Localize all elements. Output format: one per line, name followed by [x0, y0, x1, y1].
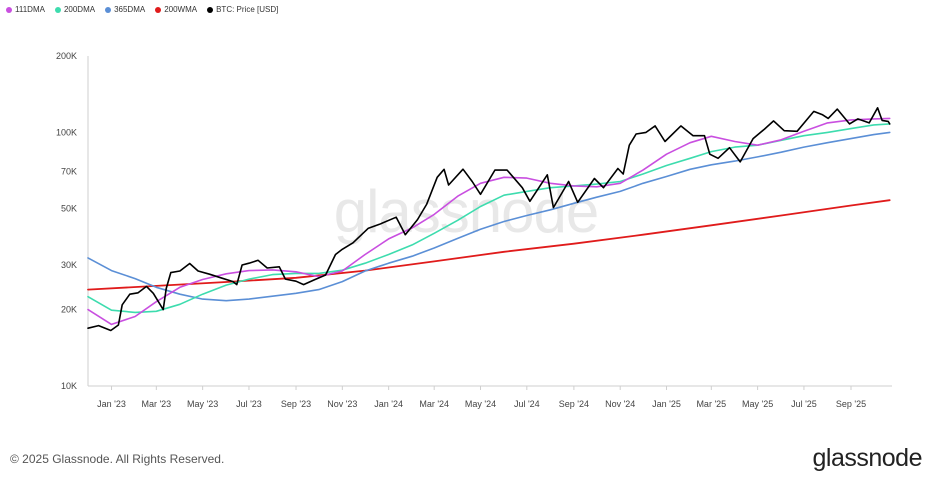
x-tick-label: Jan '25: [652, 399, 681, 409]
y-tick-label: 10K: [61, 381, 77, 391]
legend-label-365dma: 365DMA: [114, 5, 146, 14]
legend-dot-200wma: [155, 6, 162, 13]
x-tick-label: May '23: [187, 399, 218, 409]
x-tick-label: Sep '25: [836, 399, 866, 409]
y-tick-label: 30K: [61, 260, 77, 270]
x-tick-label: Nov '24: [605, 399, 635, 409]
x-tick-label: Jul '23: [236, 399, 262, 409]
x-tick-label: Jul '24: [514, 399, 540, 409]
y-axis-ticks: 200K 100K 70K 50K 30K 20K 10K: [56, 51, 77, 391]
legend-item-200wma[interactable]: 200WMA: [155, 5, 197, 14]
y-tick-label: 20K: [61, 305, 77, 315]
legend-label-btc-price: BTC: Price [USD]: [216, 5, 279, 14]
x-axis-ticks: Jan '23 Mar '23 May '23 Jul '23 Sep '23 Nov '…: [97, 386, 866, 409]
x-tick-label: Nov '23: [327, 399, 357, 409]
series-line-111dma[interactable]: [87, 117, 891, 326]
series-group: [87, 107, 891, 332]
legend-item-btc-price[interactable]: BTC: Price [USD]: [207, 5, 278, 14]
price-chart[interactable]: glassnode 200K 100K 70K 50K 30K 20K 10K Jan '2…: [0, 0, 936, 440]
legend-item-200dma[interactable]: 200DMA: [54, 5, 96, 14]
x-tick-label: May '24: [465, 399, 496, 409]
y-tick-label: 70K: [61, 167, 77, 177]
x-tick-label: Jan '24: [374, 399, 403, 409]
legend-label-111dma: 111DMA: [15, 5, 45, 14]
legend-item-365dma[interactable]: 365DMA: [105, 5, 145, 14]
x-tick-label: Mar '25: [696, 399, 726, 409]
y-tick-label: 100K: [56, 127, 77, 137]
y-tick-label: 50K: [61, 204, 77, 214]
x-tick-label: Sep '23: [281, 399, 311, 409]
x-tick-label: Mar '24: [419, 399, 449, 409]
legend-dot-btc-price: [207, 6, 214, 13]
glassnode-logo: glassnode: [812, 444, 923, 472]
x-tick-label: Mar '23: [141, 399, 171, 409]
watermark-text: glassnode: [334, 178, 599, 245]
chart-legend: 111DMA 200DMA 365DMA 200WMA BTC: Price […: [6, 5, 278, 14]
copyright-text: © 2025 Glassnode. All Rights Reserved.: [10, 452, 225, 466]
series-line-365dma[interactable]: [87, 131, 891, 302]
x-tick-label: May '25: [742, 399, 773, 409]
legend-dot-111dma: [6, 6, 12, 13]
legend-label-200dma: 200DMA: [63, 5, 96, 14]
x-tick-label: Sep '24: [559, 399, 589, 409]
series-line-btc-price-usd[interactable]: [87, 107, 891, 332]
legend-item-111dma[interactable]: 111DMA: [6, 5, 45, 14]
legend-dot-200dma: [54, 6, 61, 13]
y-tick-label: 200K: [56, 51, 77, 61]
x-tick-label: Jul '25: [791, 399, 817, 409]
series-line-200wma[interactable]: [87, 199, 891, 291]
legend-label-200wma: 200WMA: [164, 5, 198, 14]
x-tick-label: Jan '23: [97, 399, 126, 409]
legend-dot-365dma: [105, 6, 112, 13]
